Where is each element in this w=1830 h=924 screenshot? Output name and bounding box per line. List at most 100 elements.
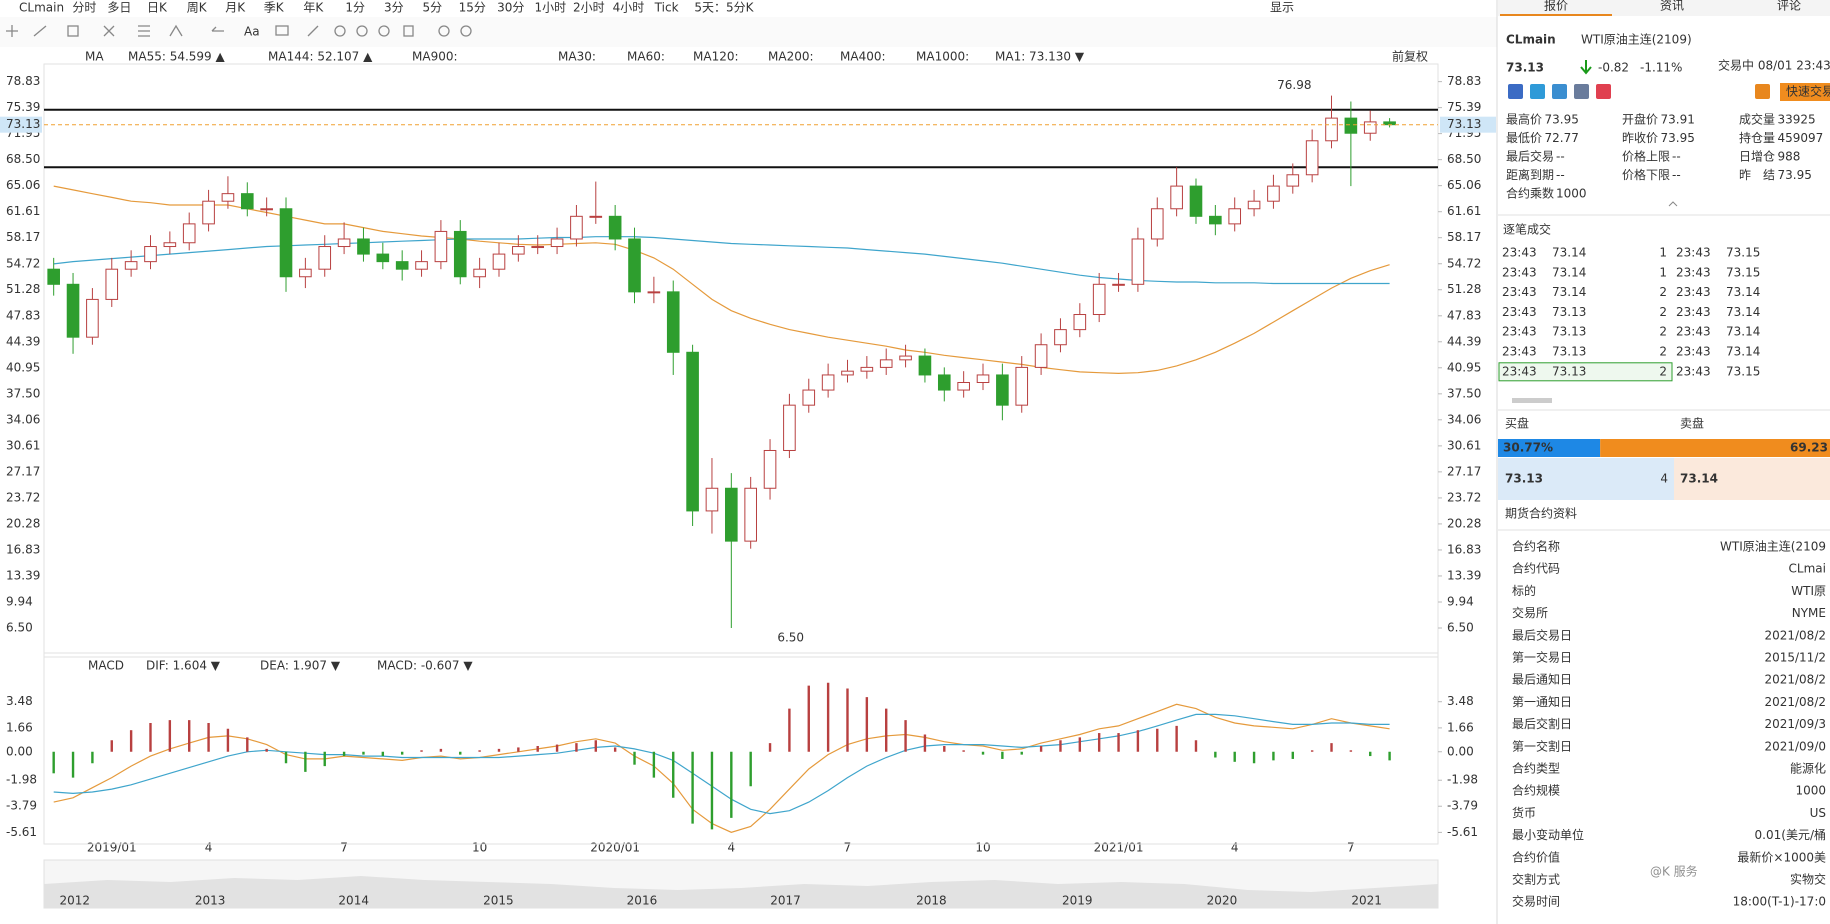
quick-icon[interactable] (1530, 84, 1545, 99)
text-tool[interactable]: Aa (244, 25, 260, 39)
symbol[interactable]: CLmain (19, 1, 64, 15)
quick-icon[interactable] (1552, 84, 1567, 99)
period-tab[interactable]: 30分 (497, 1, 524, 15)
fast-trade-button[interactable] (1780, 83, 1830, 101)
icon-arrow[interactable] (211, 26, 224, 32)
period-tab[interactable]: 2小时 (573, 1, 605, 15)
period-tab[interactable]: 周K (187, 1, 208, 15)
stat-value: 1000 (1556, 187, 1587, 201)
y-tick-label: 20.28 (6, 516, 40, 530)
icon-channel[interactable] (138, 25, 150, 37)
sell-ratio-label: 69.23 (1790, 441, 1828, 455)
period-tab[interactable]: 1分 (345, 1, 365, 15)
icon-note[interactable] (275, 25, 289, 36)
stat-label: 开盘价 (1622, 112, 1658, 127)
candle-body (1092, 283, 1106, 316)
candle-body (1189, 185, 1203, 217)
y-tick-label: 30.61 (1447, 438, 1481, 452)
icon-magnet[interactable] (334, 25, 346, 37)
y-tick-label: 65.06 (1447, 178, 1481, 192)
period-tab[interactable]: 分时 (72, 1, 96, 15)
quick-icon[interactable] (1574, 84, 1589, 99)
period-tab[interactable]: 5天：5分K (694, 1, 754, 15)
macd-bar (1117, 733, 1120, 752)
y-tick-label: -1.98 (1447, 773, 1478, 787)
macd-bar (1020, 751, 1023, 755)
y-tick-label: 27.17 (1447, 464, 1481, 478)
icon-ruler[interactable] (307, 25, 319, 37)
macd-bar (517, 747, 520, 752)
panel-tab[interactable]: 报价 (1544, 0, 1568, 13)
period-tab[interactable]: Tick (654, 1, 679, 15)
candle-body (1363, 121, 1377, 134)
candle-body (725, 487, 738, 542)
navigator-year: 2012 (60, 894, 91, 908)
contract-field: 最后通知日 (1512, 673, 1572, 687)
macd-bar (420, 750, 423, 752)
quick-icon[interactable] (1508, 84, 1523, 99)
candle-body (395, 261, 409, 270)
x-tick-label: 7 (1347, 841, 1355, 855)
macd-bar (846, 688, 849, 752)
period-tab[interactable]: 3分 (384, 1, 404, 15)
y-tick-label: 1.66 (1447, 720, 1474, 734)
trade-price: 73.13 (1552, 345, 1586, 359)
contract-field: 合约规模 (1512, 783, 1560, 798)
y-tick-label: -5.61 (1447, 825, 1478, 839)
icon-delete[interactable] (403, 25, 414, 37)
macd-bar (904, 720, 907, 752)
adjust-toggle[interactable]: 前复权 (1392, 49, 1428, 64)
period-tab[interactable]: 年K (303, 1, 324, 15)
icon-lock[interactable] (356, 25, 368, 37)
candle-body (550, 238, 564, 248)
macd-bar (400, 751, 404, 755)
candle-body (628, 238, 641, 293)
macd-bar (613, 747, 617, 752)
icon-settings[interactable] (460, 25, 472, 37)
panel-tab[interactable]: 评论 (1777, 0, 1801, 13)
display-menu[interactable]: 显示 (1270, 1, 1294, 15)
symbol-name: WTI原油主连(2109) (1581, 32, 1692, 47)
period-tab[interactable]: 15分 (459, 1, 486, 15)
period-tab[interactable]: 月K (225, 1, 246, 15)
icon-wave[interactable] (169, 24, 183, 37)
candle-body (860, 366, 874, 372)
period-tab[interactable]: 日K (147, 1, 168, 15)
trade-time: 23:43 (1676, 364, 1711, 378)
candle-body (821, 374, 835, 391)
icon-rect[interactable] (67, 25, 79, 37)
stat-label: 昨收价 (1622, 131, 1658, 145)
stat-label: 合约乘数 (1506, 186, 1554, 201)
icon-hide[interactable] (378, 25, 390, 37)
contract-value: 2021/08/2 (1764, 695, 1826, 709)
macd-bar (885, 708, 888, 752)
icon-crosshair[interactable] (6, 25, 18, 37)
stat-label: 价格上限 (1622, 149, 1670, 164)
macd-bar (129, 730, 133, 752)
candle-body (783, 404, 796, 451)
macd-bar (1369, 751, 1372, 757)
period-tab[interactable]: 季K (264, 1, 285, 15)
period-tab[interactable]: 1小时 (534, 1, 566, 15)
last-price-label: 73.13 (6, 117, 40, 131)
icon-line[interactable] (33, 25, 47, 37)
quick-icon[interactable] (1596, 84, 1611, 99)
y-tick-label: 3.48 (6, 694, 33, 708)
candle-body (415, 261, 428, 270)
alert-icon[interactable] (1755, 84, 1770, 99)
icon-fib[interactable] (103, 25, 115, 37)
macd-bar (1291, 751, 1294, 759)
icon-visible[interactable] (438, 25, 450, 37)
panel-tab[interactable]: 资讯 (1660, 0, 1684, 13)
candle-body (1267, 185, 1280, 202)
trade-time: 23:43 (1502, 325, 1537, 339)
trade-time: 23:43 (1676, 305, 1711, 319)
period-tab[interactable]: 5分 (422, 1, 442, 15)
x-tick-label: 4 (205, 841, 213, 855)
macd-bar (1001, 751, 1004, 759)
candle-body (570, 215, 583, 240)
period-tab[interactable]: 4小时 (613, 1, 645, 15)
low-annotation: 6.50 (777, 631, 804, 645)
period-tab[interactable]: 多日 (107, 1, 131, 15)
macd-bar (1349, 750, 1353, 752)
